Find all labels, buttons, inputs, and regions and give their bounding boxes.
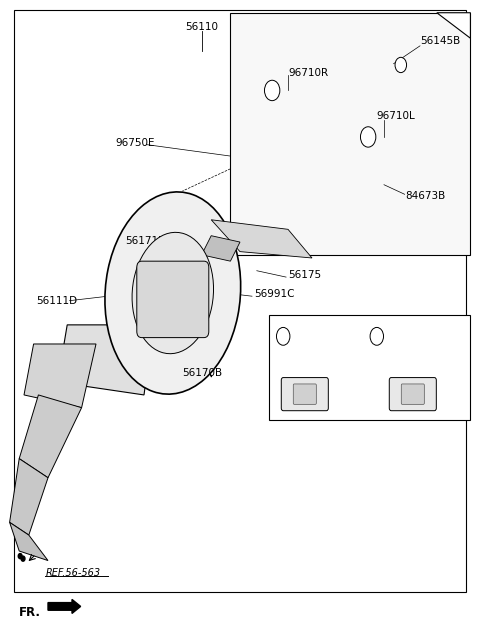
Circle shape bbox=[276, 327, 290, 345]
Text: FR.: FR. bbox=[19, 606, 41, 619]
Circle shape bbox=[370, 327, 384, 345]
Circle shape bbox=[360, 127, 376, 147]
Text: 96715B: 96715B bbox=[295, 331, 333, 341]
Text: 96750E: 96750E bbox=[115, 138, 155, 148]
Polygon shape bbox=[211, 220, 312, 258]
Bar bbox=[269, 315, 470, 420]
Text: b: b bbox=[365, 132, 371, 141]
Circle shape bbox=[395, 57, 407, 73]
Polygon shape bbox=[24, 344, 96, 408]
Text: 96710L: 96710L bbox=[377, 111, 416, 121]
Text: 56175: 56175 bbox=[288, 270, 321, 280]
Text: OK: OK bbox=[300, 392, 310, 397]
Ellipse shape bbox=[132, 233, 214, 354]
Text: 96715A: 96715A bbox=[388, 331, 425, 341]
Bar bbox=[230, 13, 470, 255]
Text: 84673B: 84673B bbox=[406, 191, 446, 201]
Text: 56145B: 56145B bbox=[420, 36, 460, 46]
FancyBboxPatch shape bbox=[293, 384, 316, 404]
Text: 56110: 56110 bbox=[185, 22, 218, 32]
Text: a: a bbox=[270, 86, 275, 95]
Text: ◀: ◀ bbox=[407, 392, 411, 397]
Circle shape bbox=[21, 556, 25, 561]
FancyBboxPatch shape bbox=[401, 384, 424, 404]
Text: 56111D: 56111D bbox=[36, 296, 77, 306]
Ellipse shape bbox=[105, 192, 240, 394]
Polygon shape bbox=[19, 395, 82, 478]
Circle shape bbox=[264, 80, 280, 101]
Polygon shape bbox=[10, 522, 48, 561]
FancyBboxPatch shape bbox=[389, 378, 436, 411]
Circle shape bbox=[18, 554, 22, 559]
FancyBboxPatch shape bbox=[281, 378, 328, 411]
Text: REF.56-563: REF.56-563 bbox=[46, 568, 101, 578]
Text: 56171E: 56171E bbox=[125, 236, 165, 246]
Polygon shape bbox=[202, 236, 240, 261]
Text: 56991C: 56991C bbox=[254, 289, 295, 299]
Text: ▶: ▶ bbox=[415, 392, 419, 397]
Polygon shape bbox=[10, 459, 48, 535]
Text: 96710R: 96710R bbox=[288, 68, 328, 78]
FancyArrow shape bbox=[48, 599, 81, 613]
Text: 56170B: 56170B bbox=[182, 368, 223, 378]
FancyBboxPatch shape bbox=[137, 261, 209, 338]
Polygon shape bbox=[58, 325, 154, 395]
Text: b: b bbox=[374, 332, 379, 341]
Text: a: a bbox=[281, 332, 286, 341]
Polygon shape bbox=[437, 13, 470, 38]
